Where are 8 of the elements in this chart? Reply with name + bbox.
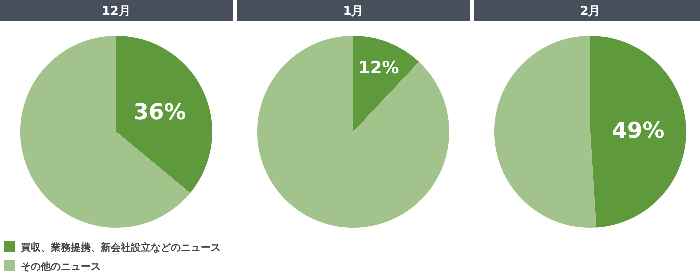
chart-title: 2月 xyxy=(580,4,601,18)
legend-label: 買収、業務提携、新会社設立などのニュース xyxy=(20,242,221,254)
chart-title: 12月 xyxy=(102,4,131,18)
data-label: 49% xyxy=(612,119,665,144)
data-label: 12% xyxy=(358,58,400,79)
chart-title: 1月 xyxy=(343,4,364,18)
legend-label: その他のニュース xyxy=(21,261,101,273)
data-label: 36% xyxy=(134,100,186,126)
